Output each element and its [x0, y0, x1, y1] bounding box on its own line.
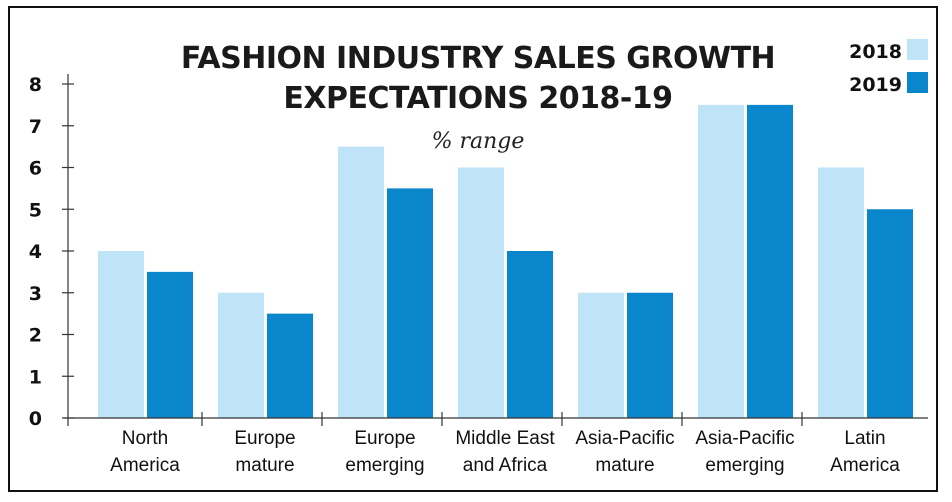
- x-tick-label: and Africa: [463, 455, 548, 476]
- y-tick-label: 4: [29, 241, 42, 263]
- x-tick-label: mature: [235, 455, 294, 476]
- y-tick-label: 2: [29, 325, 42, 347]
- y-tick-label: 1: [29, 366, 42, 388]
- chart-title-line-2: EXPECTATIONS 2018-19: [283, 81, 672, 116]
- bar-2019-5: [747, 104, 793, 418]
- chart-title: FASHION INDUSTRY SALES GROWTH EXPECTATIO…: [181, 41, 776, 116]
- x-tick-label: Asia-Pacific: [695, 428, 794, 449]
- axes-layer: [62, 74, 928, 426]
- bar-2018-4: [578, 292, 624, 418]
- x-tick-label: America: [830, 455, 900, 476]
- y-tick-label: 7: [29, 116, 42, 138]
- x-tick-label: Middle East: [455, 428, 555, 449]
- chart-subtitle: % range: [432, 129, 525, 154]
- x-tick-label: Asia-Pacific: [575, 428, 674, 449]
- bar-2018-3: [458, 167, 504, 418]
- chart-title-line-1: FASHION INDUSTRY SALES GROWTH: [181, 41, 775, 76]
- legend-swatch-2019: [907, 72, 928, 93]
- x-tick-label: Europe: [354, 428, 415, 449]
- x-tick-label: emerging: [705, 455, 784, 476]
- x-tick-label: mature: [595, 455, 654, 476]
- x-tick-label: emerging: [345, 455, 424, 476]
- bar-2019-3: [507, 251, 553, 418]
- legend-label-2019: 2019: [849, 74, 902, 96]
- legend-label-2018: 2018: [849, 41, 902, 63]
- bar-2018-5: [698, 104, 744, 418]
- x-axis-labels: North America Europe mature Europe emerging Mi…: [110, 428, 900, 476]
- bar-2018-6: [818, 167, 864, 418]
- bar-2019-6: [867, 209, 913, 418]
- bar-2018-2: [338, 146, 384, 418]
- bar-2019-2: [387, 188, 433, 418]
- y-tick-label: 0: [29, 408, 42, 430]
- chart-legend: 2018 2019: [849, 39, 928, 96]
- x-tick-label: Europe: [234, 428, 295, 449]
- y-tick-label: 3: [29, 283, 42, 305]
- y-tick-label: 8: [29, 74, 42, 96]
- x-tick-label: North: [122, 428, 168, 449]
- x-tick-label: Latin: [844, 428, 885, 449]
- bar-2018-1: [218, 292, 264, 418]
- bar-2019-4: [627, 292, 673, 418]
- bars-layer: [98, 104, 913, 418]
- legend-swatch-2018: [907, 39, 928, 60]
- bar-2019-0: [147, 271, 193, 418]
- x-tick-label: America: [110, 455, 180, 476]
- y-tick-label: 6: [29, 158, 42, 180]
- y-axis-labels: 0 1 2 3 4 5 6 7 8: [29, 74, 42, 430]
- y-tick-label: 5: [29, 199, 42, 221]
- bar-2019-1: [267, 313, 313, 418]
- bar-2018-0: [98, 251, 144, 418]
